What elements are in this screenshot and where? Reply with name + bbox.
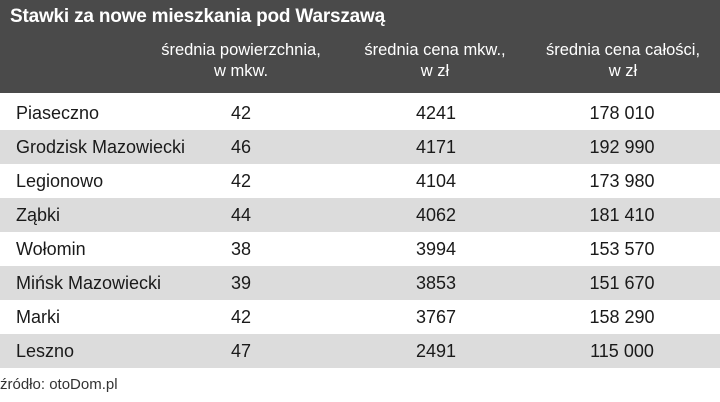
- row-name-cell: Wołomin: [16, 239, 86, 259]
- row-price-per-m2-cell: 4104: [415, 171, 457, 191]
- table-row: Wołomin 38 3994 153 570: [0, 232, 720, 266]
- row-total-cell: 178 010: [589, 103, 655, 123]
- row-price-per-m2-cell: 4062: [415, 205, 457, 225]
- column-header-total: średnia cena całości, w zł: [523, 40, 720, 82]
- column-header-area-line1: średnia powierzchnia,: [161, 41, 321, 59]
- row-name-cell: Ząbki: [16, 205, 61, 225]
- column-header-total-line1: średnia cena całości,: [545, 41, 701, 59]
- row-name-cell: Legionowo: [16, 171, 104, 191]
- table-row: Marki 42 3767 158 290: [0, 300, 720, 334]
- row-price-per-m2-cell: 4171: [415, 137, 457, 157]
- table-row: Legionowo 42 4104 173 980: [0, 164, 720, 198]
- source-note: źródło: otoDom.pl: [0, 376, 118, 393]
- table-row: Leszno 47 2491 115 000: [0, 334, 720, 368]
- row-area-cell: 38: [230, 239, 252, 259]
- row-total-cell: 181 410: [589, 205, 655, 225]
- row-name-cell: Marki: [16, 307, 60, 327]
- table-row: Mińsk Mazowiecki 39 3853 151 670: [0, 266, 720, 300]
- row-price-per-m2-cell: 3853: [415, 273, 457, 293]
- row-name-cell: Mińsk Mazowiecki: [16, 273, 162, 293]
- row-total-cell: 151 670: [589, 273, 655, 293]
- row-name-cell: Leszno: [16, 341, 75, 361]
- row-total-cell: 153 570: [589, 239, 655, 259]
- table-row: Ząbki 44 4062 181 410: [0, 198, 720, 232]
- column-header-total-line2: w zł: [608, 62, 638, 80]
- row-area-cell: 47: [230, 341, 252, 361]
- row-name-cell: Grodzisk Mazowiecki: [16, 137, 186, 157]
- column-header-price-line2: w zł: [420, 62, 450, 80]
- row-area-cell: 46: [230, 137, 252, 157]
- row-price-per-m2-cell: 4241: [415, 103, 457, 123]
- row-area-cell: 42: [230, 171, 252, 191]
- row-name-cell: Piaseczno: [16, 103, 100, 123]
- row-area-cell: 44: [230, 205, 252, 225]
- table-title: Stawki za nowe mieszkania pod Warszawą: [10, 6, 385, 27]
- row-area-cell: 39: [230, 273, 252, 293]
- row-total-cell: 192 990: [589, 137, 655, 157]
- row-area-cell: 42: [230, 103, 252, 123]
- column-header-price-line1: średnia cena mkw.,: [364, 41, 506, 59]
- row-price-per-m2-cell: 2491: [415, 341, 457, 361]
- row-total-cell: 158 290: [589, 307, 655, 327]
- row-total-cell: 173 980: [589, 171, 655, 191]
- column-header-price-per-m2: średnia cena mkw., w zł: [345, 40, 525, 82]
- column-header-area-line2: w mkw.: [213, 62, 269, 80]
- column-header-area: średnia powierzchnia, w mkw.: [136, 40, 346, 82]
- table-row: Piaseczno 42 4241 178 010: [0, 96, 720, 130]
- row-price-per-m2-cell: 3994: [415, 239, 457, 259]
- table-row: Grodzisk Mazowiecki 46 4171 192 990: [0, 130, 720, 164]
- table-header: Stawki za nowe mieszkania pod Warszawą ś…: [0, 0, 720, 93]
- row-price-per-m2-cell: 3767: [415, 307, 457, 327]
- row-area-cell: 42: [230, 307, 252, 327]
- row-total-cell: 115 000: [590, 341, 654, 361]
